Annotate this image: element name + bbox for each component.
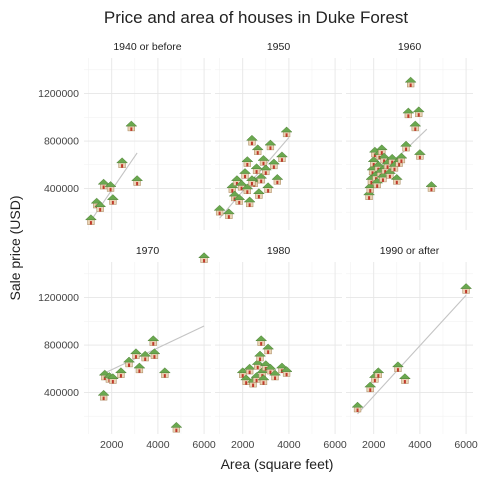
x-tick-label: 2000 bbox=[231, 439, 255, 451]
house-icon bbox=[276, 151, 288, 163]
house-icon bbox=[280, 126, 293, 138]
x-tick-label: 6000 bbox=[192, 439, 216, 451]
facet-panel: 1990 or after 2000 4000 6000 bbox=[346, 245, 478, 451]
house-icon bbox=[252, 188, 265, 200]
house-icon bbox=[402, 107, 415, 119]
facet-strip-label: 1990 or after bbox=[380, 245, 440, 257]
y-tick-label: 1200000 bbox=[38, 292, 79, 304]
chart-title: Price and area of houses in Duke Forest bbox=[104, 8, 409, 27]
house-icon bbox=[392, 361, 404, 373]
house-icon bbox=[115, 367, 127, 379]
house-icon bbox=[262, 182, 275, 194]
facet-strip-label: 1980 bbox=[267, 245, 291, 257]
y-tick-label: 800000 bbox=[44, 340, 79, 352]
x-tick-label: 2000 bbox=[100, 439, 124, 451]
trend-line bbox=[357, 294, 467, 415]
house-icon bbox=[158, 367, 171, 379]
facet-strip-label: 1940 or before bbox=[113, 41, 181, 53]
x-tick-label: 4000 bbox=[408, 439, 432, 451]
house-icon bbox=[271, 173, 284, 185]
facet-strip-label: 1970 bbox=[136, 245, 160, 257]
y-tick-label: 1200000 bbox=[38, 88, 79, 100]
facet-panel: 1940 or before 400000 800000 1200000 bbox=[38, 41, 211, 230]
house-icon bbox=[259, 164, 272, 176]
house-icon bbox=[106, 194, 119, 205]
house-icon bbox=[425, 180, 438, 192]
house-icon bbox=[133, 362, 146, 374]
house-icon bbox=[400, 140, 412, 152]
facet-panel: 1980 2000 4000 6000 bbox=[215, 245, 347, 451]
house-icon bbox=[243, 196, 256, 208]
facet-panel: 1970 400000 800000 1200000 2000 4000 6000 bbox=[38, 245, 216, 451]
facet-panel: 1960 bbox=[346, 41, 473, 230]
facet-strip-label: 1960 bbox=[398, 41, 422, 53]
house-icon bbox=[85, 214, 97, 226]
house-icon bbox=[130, 348, 142, 360]
house-icon bbox=[255, 335, 268, 347]
house-icon bbox=[170, 421, 183, 433]
house-icon bbox=[460, 282, 472, 294]
x-tick-label: 4000 bbox=[277, 439, 301, 451]
house-icon bbox=[351, 401, 364, 413]
house-icon bbox=[198, 252, 210, 264]
y-tick-label: 400000 bbox=[44, 387, 79, 399]
house-icon bbox=[125, 120, 138, 132]
facet-strip-label: 1950 bbox=[267, 41, 291, 53]
house-icon bbox=[257, 154, 270, 166]
house-icon bbox=[398, 373, 411, 385]
house-icon bbox=[131, 175, 144, 186]
house-icon bbox=[97, 389, 110, 401]
house-icon bbox=[413, 148, 426, 160]
house-icon bbox=[254, 350, 266, 362]
y-tick-label: 400000 bbox=[44, 183, 79, 195]
x-tick-label: 4000 bbox=[146, 439, 170, 451]
house-icon bbox=[239, 167, 251, 179]
house-icon bbox=[267, 158, 280, 170]
house-icon bbox=[246, 134, 258, 146]
x-tick-label: 6000 bbox=[323, 439, 347, 451]
x-axis-title: Area (square feet) bbox=[221, 456, 334, 472]
house-icon bbox=[412, 106, 425, 118]
facet-panels: 1940 or before 400000 800000 1200000 1950 196… bbox=[38, 41, 478, 451]
house-icon bbox=[409, 120, 422, 132]
house-icon bbox=[116, 157, 128, 169]
y-axis-title: Sale price (USD) bbox=[7, 195, 23, 300]
facet-panel: 1950 bbox=[213, 41, 342, 230]
x-tick-label: 6000 bbox=[454, 439, 478, 451]
house-icon bbox=[404, 76, 417, 88]
house-icon bbox=[147, 335, 160, 347]
y-tick-label: 800000 bbox=[44, 136, 79, 148]
house-icon bbox=[251, 144, 264, 156]
x-tick-label: 2000 bbox=[362, 439, 386, 451]
